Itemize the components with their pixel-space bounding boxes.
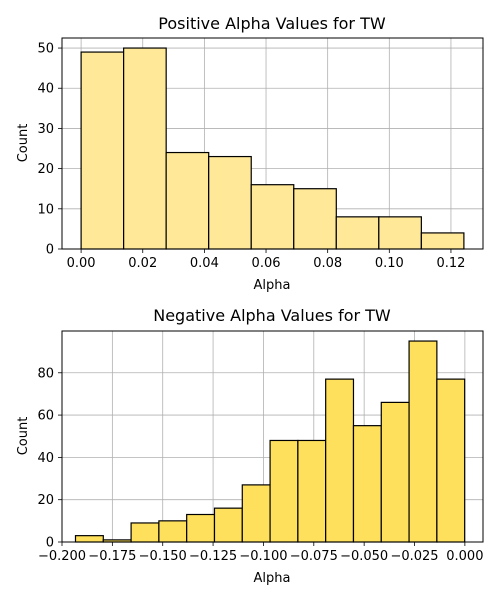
y-tick-label: 50 xyxy=(37,42,54,57)
histogram-bar xyxy=(408,340,438,543)
y-tick-label: 0 xyxy=(46,536,54,551)
x-tick-label: 0.10 xyxy=(375,256,404,271)
chart-title: Positive Alpha Values for TW xyxy=(158,14,386,33)
x-tick-label: 0.04 xyxy=(190,256,219,271)
y-axis-label: Count xyxy=(16,417,31,456)
x-ticks: 0.00 0.02 0.04 0.06 0.08 0.10 0.12 xyxy=(67,249,465,271)
x-tick-label: 0.000 xyxy=(446,549,483,564)
x-tick-label: −0.200 xyxy=(38,549,86,564)
x-tick-label: 0.02 xyxy=(128,256,157,271)
y-tick-label: 30 xyxy=(37,122,54,137)
x-tick-label: 0.00 xyxy=(67,256,96,271)
histogram-bar xyxy=(436,378,466,543)
histogram-bar xyxy=(165,151,210,250)
histogram-bar xyxy=(420,232,465,250)
histogram-bar xyxy=(380,401,410,543)
bars xyxy=(74,340,466,543)
y-tick-label: 60 xyxy=(37,409,54,424)
y-tick-label: 10 xyxy=(37,202,54,217)
histogram-bar xyxy=(250,184,295,250)
y-tick-label: 80 xyxy=(37,366,54,381)
x-tick-label: 0.08 xyxy=(313,256,342,271)
x-axis-label: Alpha xyxy=(254,278,291,293)
x-tick-label: 0.12 xyxy=(436,256,465,271)
histogram-bar xyxy=(325,378,355,543)
chart-negative-alpha: Negative Alpha Values for TW −0.200 −0.17… xyxy=(16,306,484,586)
chart-title: Negative Alpha Values for TW xyxy=(153,306,391,325)
histogram-bar xyxy=(269,439,299,543)
bars xyxy=(80,47,465,250)
histogram-bar xyxy=(186,513,216,543)
histogram-bar xyxy=(297,439,327,543)
y-axis-label: Count xyxy=(16,124,31,163)
y-tick-label: 20 xyxy=(37,493,54,508)
histogram-bar xyxy=(335,216,380,250)
histogram-bar xyxy=(241,484,271,543)
y-ticks: 0 20 40 60 80 xyxy=(37,366,62,551)
histogram-bar xyxy=(158,520,188,543)
x-ticks: −0.200 −0.175 −0.150 −0.125 −0.100 −0.075 −0.0… xyxy=(38,542,483,564)
histogram-bar xyxy=(123,47,167,250)
histogram-bar xyxy=(352,425,382,543)
x-tick-label: 0.06 xyxy=(252,256,281,271)
x-tick-label: −0.125 xyxy=(189,549,237,564)
x-tick-label: −0.050 xyxy=(340,549,388,564)
histogram-bar xyxy=(208,155,252,250)
x-tick-label: −0.150 xyxy=(139,549,187,564)
chart-positive-alpha: Positive Alpha Values for TW 0.00 0.02 0.0… xyxy=(16,14,484,293)
x-tick-label: −0.175 xyxy=(88,549,136,564)
plot-frame xyxy=(61,330,484,543)
y-ticks: 0 10 20 30 40 50 xyxy=(37,42,62,258)
histogram-bar xyxy=(74,535,104,543)
histogram-bar xyxy=(80,51,125,250)
y-tick-label: 40 xyxy=(37,82,54,97)
y-tick-label: 20 xyxy=(37,162,54,177)
histogram-bar xyxy=(293,188,337,250)
histogram-bar xyxy=(130,522,160,543)
y-tick-label: 0 xyxy=(46,243,54,258)
histogram-bar xyxy=(378,216,422,250)
y-tick-label: 40 xyxy=(37,451,54,466)
x-tick-label: −0.075 xyxy=(290,549,338,564)
x-axis-label: Alpha xyxy=(254,571,291,586)
histogram-bar xyxy=(213,507,243,543)
x-tick-label: −0.025 xyxy=(390,549,438,564)
x-tick-label: −0.100 xyxy=(239,549,287,564)
plot-frame xyxy=(61,37,484,250)
